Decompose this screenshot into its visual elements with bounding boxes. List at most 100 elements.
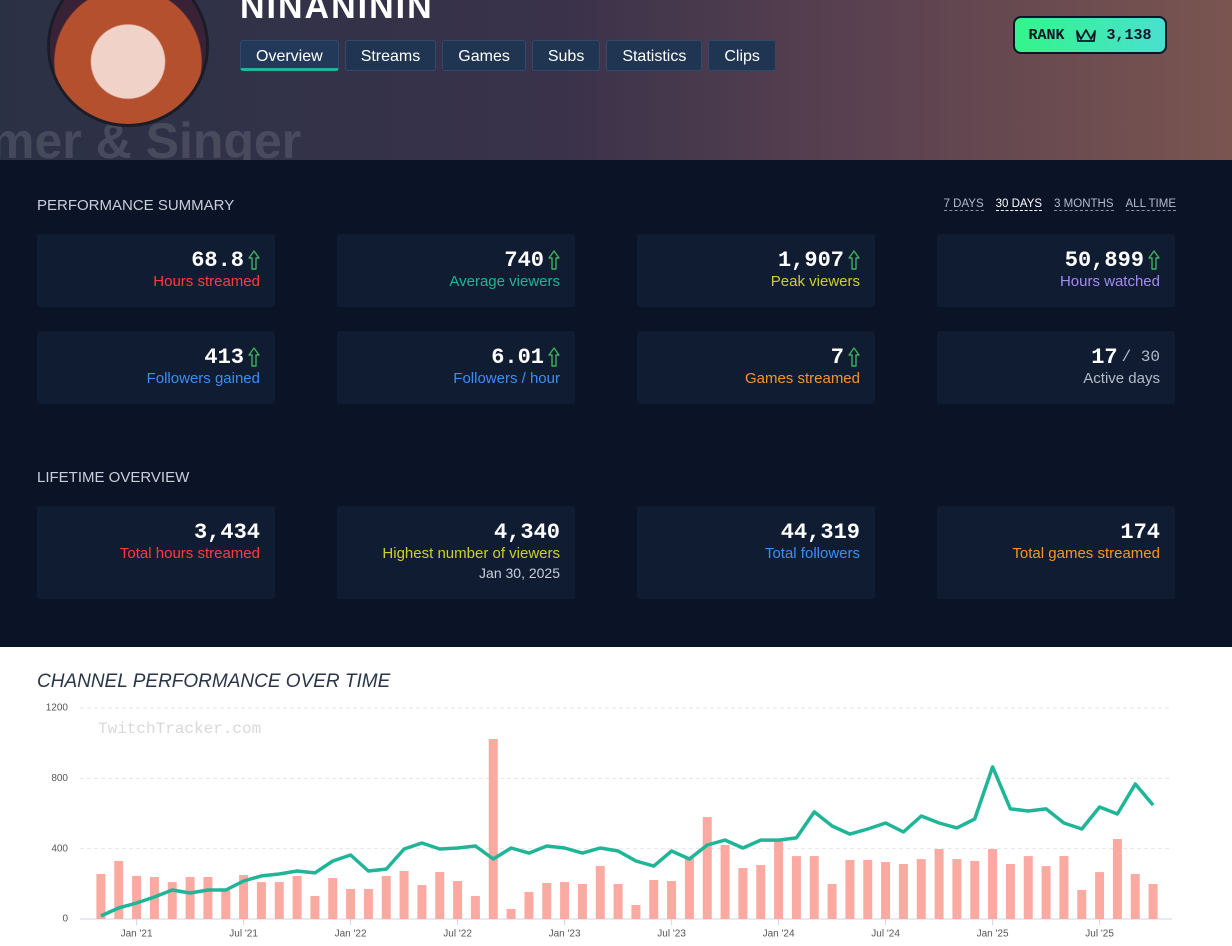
- bar: [381, 875, 391, 919]
- x-tick-label: Jan '22: [335, 929, 367, 940]
- stat-value-row: 3,434: [37, 519, 260, 545]
- tab[interactable]: Subs: [531, 40, 601, 71]
- bar: [1041, 866, 1051, 919]
- stat-value: 7: [830, 344, 844, 370]
- y-tick-label: 1200: [46, 703, 69, 714]
- bar: [934, 849, 944, 919]
- stat-value: 1,907: [777, 247, 844, 273]
- tab[interactable]: Streams: [344, 40, 437, 71]
- tab[interactable]: Overview: [240, 40, 339, 71]
- bar: [524, 891, 534, 919]
- stat-card: 3,434 Total hours streamed: [37, 506, 275, 599]
- stat-label: Highest number of viewers: [382, 545, 560, 562]
- bar: [274, 882, 284, 919]
- tab[interactable]: Clips: [708, 40, 776, 71]
- stat-value: 17: [1091, 344, 1118, 370]
- bar: [203, 876, 213, 919]
- stat-card: 50,899 Hours watched: [937, 234, 1175, 307]
- stat-label: Peak viewers: [770, 273, 860, 290]
- bar: [221, 889, 231, 919]
- x-tick-label: Jul '23: [657, 929, 686, 940]
- arrow: [548, 250, 560, 270]
- x-tick-label: Jul '24: [871, 929, 900, 940]
- stat-value-row: 174: [937, 519, 1160, 545]
- bar: [363, 888, 373, 919]
- bar: [720, 844, 730, 919]
- period-option[interactable]: 3 MONTHS: [1054, 198, 1114, 211]
- x-tick-label: Jan '24: [763, 929, 795, 940]
- bar: [667, 881, 677, 919]
- avatar: [47, 0, 209, 127]
- stat-label: Active days: [1083, 370, 1160, 387]
- stat-label: Hours streamed: [153, 273, 260, 290]
- stat-value: 44,319: [780, 519, 860, 545]
- bar: [185, 876, 195, 919]
- tab[interactable]: Games: [442, 40, 526, 71]
- bar: [756, 865, 766, 919]
- x-tick-label: Jan '23: [549, 929, 581, 940]
- trend-up-icon: [848, 250, 860, 270]
- stats-section: PERFORMANCE SUMMARY 7 DAYS 30 DAYS 3 MONTH…: [0, 160, 1232, 647]
- bar: [1148, 884, 1158, 919]
- bar: [845, 859, 855, 919]
- bar: [809, 856, 819, 919]
- bar: [292, 875, 302, 919]
- bar: [346, 888, 356, 919]
- stat-label: Average viewers: [449, 273, 560, 290]
- bar: [96, 873, 106, 919]
- stat-suffix: / 30: [1121, 348, 1160, 366]
- stat-value-row: 7: [637, 344, 860, 370]
- bar: [1077, 889, 1087, 919]
- bar: [488, 738, 498, 919]
- stat-card: 4,340 Highest number of viewers Jan 30, 20…: [337, 506, 575, 599]
- chart-title: CHANNEL PERFORMANCE OVER TIME: [37, 671, 391, 692]
- y-tick-label: 400: [51, 843, 68, 854]
- period-option[interactable]: 30 DAYS: [995, 198, 1043, 211]
- arrow: [548, 347, 560, 367]
- bar: [1005, 863, 1015, 919]
- stat-value: 50,899: [1064, 247, 1144, 273]
- crown-icon: [1075, 29, 1096, 42]
- bar: [417, 885, 427, 919]
- trend-up-icon: [548, 250, 560, 270]
- bar: [649, 879, 659, 919]
- period-option[interactable]: 7 DAYS: [943, 198, 984, 211]
- trend-up-icon: [248, 250, 260, 270]
- bar: [774, 840, 784, 919]
- bar: [132, 875, 142, 919]
- arrow: [248, 250, 260, 270]
- stat-value-row: 6.01: [337, 344, 560, 370]
- stat-value: 4,340: [493, 519, 560, 545]
- period-option[interactable]: ALL TIME: [1125, 198, 1176, 211]
- trend-up-icon: [848, 347, 860, 367]
- stat-value-row: 740: [337, 247, 560, 273]
- channel-name: NINANININ: [240, 0, 434, 26]
- period-selector: 7 DAYS 30 DAYS 3 MONTHS ALL TIME: [943, 198, 1176, 211]
- bar: [613, 884, 623, 919]
- bar: [1059, 856, 1069, 919]
- stat-label: Total hours streamed: [119, 545, 260, 562]
- bar: [684, 856, 694, 919]
- stat-card: 1,907 Peak viewers: [637, 234, 875, 307]
- tab[interactable]: Statistics: [606, 40, 703, 71]
- x-tick-label: Jan '21: [121, 929, 153, 940]
- channel-header: mer & Singer NINANININ Overview Streams Ga…: [0, 0, 1232, 160]
- bar: [970, 860, 980, 919]
- bar: [399, 870, 409, 919]
- rank-value: 3,138: [1106, 26, 1152, 44]
- arrow: [1148, 250, 1160, 270]
- stat-card: 7 Games streamed: [637, 331, 875, 404]
- bar: [898, 863, 908, 919]
- bar: [631, 904, 641, 919]
- trend-up-icon: [548, 347, 560, 367]
- bar: [453, 881, 463, 919]
- stat-label: Followers / hour: [453, 370, 560, 387]
- stat-value-row: 4,340: [337, 519, 560, 545]
- x-tick-label: Jul '22: [443, 929, 472, 940]
- bar: [470, 895, 480, 919]
- trend-up-icon: [1148, 250, 1160, 270]
- bar: [310, 895, 320, 919]
- arrow: [248, 347, 260, 367]
- bar: [952, 859, 962, 919]
